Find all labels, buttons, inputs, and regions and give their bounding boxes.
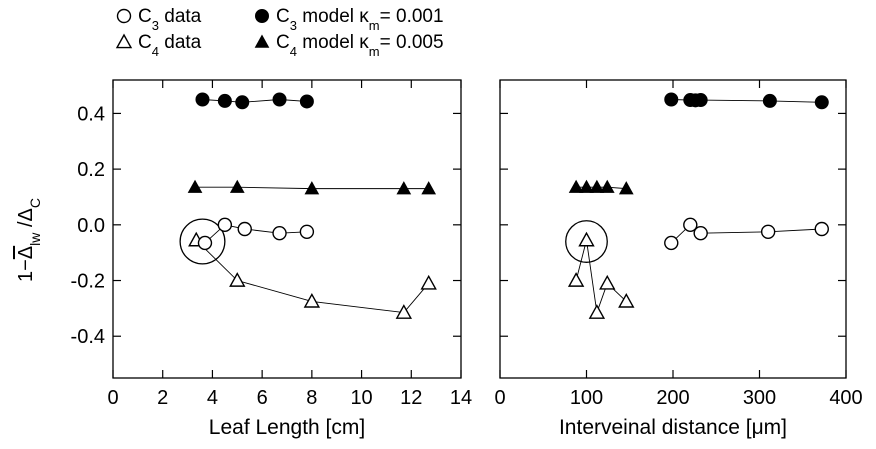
- data-point-c4-model: [579, 179, 594, 193]
- data-point-c3-model: [693, 93, 708, 108]
- data-point-c3-data: [760, 224, 776, 239]
- panel-left: 0 2 4 6 8 10 12 14 -0.4 -0.2 0.0 0.2 0.4 Leaf Length …: [71, 79, 472, 439]
- data-point-c3-data: [299, 224, 315, 239]
- legend-marker-c3-data: [116, 8, 132, 24]
- data-point-c3-data: [814, 221, 829, 237]
- data-point-c4-model: [599, 179, 615, 193]
- x-tick-label: 6: [257, 387, 268, 409]
- y-tick-label: 0.2: [77, 159, 105, 181]
- x-tick-label: 4: [207, 387, 218, 409]
- data-point-c4-model: [304, 181, 320, 195]
- data-point-c4-data: [578, 231, 595, 247]
- legend-label-c4-data: C4 data: [138, 32, 202, 59]
- legend-marker-c4-model: [254, 34, 270, 48]
- x-tick-label: 300: [743, 387, 776, 409]
- series-line-c4-data: [575, 240, 627, 313]
- series-c4-model: [187, 179, 437, 195]
- x-tick-label: 0: [107, 387, 118, 409]
- legend: C3 data C3 model κm= 0.001 C4 data C4 model…: [115, 6, 444, 59]
- data-point-c4-data: [618, 292, 635, 308]
- data-point-c4-model: [396, 181, 412, 195]
- x-tick-label: 400: [829, 387, 862, 409]
- data-point-c3-model: [235, 95, 250, 110]
- data-point-c3-model: [195, 92, 210, 107]
- data-point-c4-model: [421, 181, 437, 195]
- data-point-c3-model: [299, 94, 314, 109]
- series-c3-data: [664, 217, 829, 251]
- legend-label-c4-model: C4 model κm= 0.005: [276, 32, 444, 59]
- panel-right: 0 100 200 300 400 Interveinal distance [μm]: [494, 79, 863, 439]
- plot-frame: [499, 79, 847, 379]
- highlight-circle: [179, 218, 226, 265]
- y-tick-label: -0.4: [71, 326, 105, 348]
- plot-frame: [112, 79, 462, 379]
- x-tick-label: 100: [570, 387, 603, 409]
- series-c3-data: [197, 217, 315, 251]
- data-point-c4-model: [229, 179, 245, 193]
- legend-marker-c4-data: [115, 33, 133, 49]
- x-tick-label: 2: [157, 387, 168, 409]
- y-tick-label: 0.4: [77, 103, 105, 125]
- legend-marker-c3-model: [255, 9, 269, 23]
- legend-label-c3-data: C3 data: [138, 6, 202, 33]
- series-c3-model: [195, 92, 314, 110]
- data-point-c3-data: [683, 217, 698, 233]
- data-point-c4-model: [589, 179, 605, 193]
- y-tick-label: -0.2: [71, 271, 105, 293]
- data-point-c3-data: [197, 235, 213, 251]
- data-point-c4-data: [303, 292, 321, 308]
- y-axis-label: 1−Δlw /ΔC: [15, 198, 43, 282]
- data-point-c3-data: [217, 217, 233, 233]
- data-point-c3-model: [664, 92, 679, 107]
- series-c4-data: [188, 231, 437, 319]
- data-point-c4-data: [599, 274, 616, 290]
- legend-entry-c3-data: C3 data: [116, 6, 202, 33]
- data-point-c4-data: [229, 272, 246, 287]
- legend-label-c3-model: C3 model κm= 0.001: [276, 6, 444, 33]
- x-axis-label: Leaf Length [cm]: [209, 416, 365, 439]
- data-point-c3-data: [664, 235, 679, 251]
- data-point-c4-data: [395, 304, 413, 319]
- data-point-c4-model: [618, 181, 634, 195]
- y-axis-label-text: 1−Δlw /ΔC: [15, 198, 43, 282]
- data-point-c4-data: [588, 304, 606, 319]
- data-point-c4-data: [420, 274, 437, 290]
- legend-entry-c4-data: C4 data: [115, 32, 202, 59]
- x-tick-label: 8: [306, 387, 317, 409]
- data-point-c3-data: [693, 225, 708, 241]
- series-c4-model: [568, 179, 634, 195]
- y-tick-label: 0.0: [77, 215, 105, 237]
- x-tick-label: 0: [494, 387, 505, 409]
- data-point-c3-model: [272, 92, 287, 107]
- x-tick-label: 12: [400, 387, 422, 409]
- data-point-c3-data: [237, 221, 252, 237]
- x-tick-label: 10: [350, 387, 372, 409]
- data-point-c4-data: [567, 272, 585, 287]
- x-tick-label: 14: [450, 387, 472, 409]
- data-point-c4-model: [568, 179, 584, 193]
- legend-entry-c4-model: C4 model κm= 0.005: [254, 32, 444, 59]
- data-point-c3-data: [272, 225, 287, 241]
- highlight-circle: [565, 220, 608, 263]
- data-point-c4-model: [187, 179, 203, 193]
- legend-entry-c3-model: C3 model κm= 0.001: [255, 6, 444, 33]
- x-tick-label: 200: [656, 387, 689, 409]
- series-c4-data: [567, 231, 635, 319]
- series-c3-model: [664, 92, 829, 110]
- x-axis-label: Interveinal distance [μm]: [559, 416, 787, 439]
- data-point-c3-model: [217, 93, 232, 108]
- data-point-c3-model: [762, 93, 777, 108]
- data-point-c3-model: [814, 95, 829, 110]
